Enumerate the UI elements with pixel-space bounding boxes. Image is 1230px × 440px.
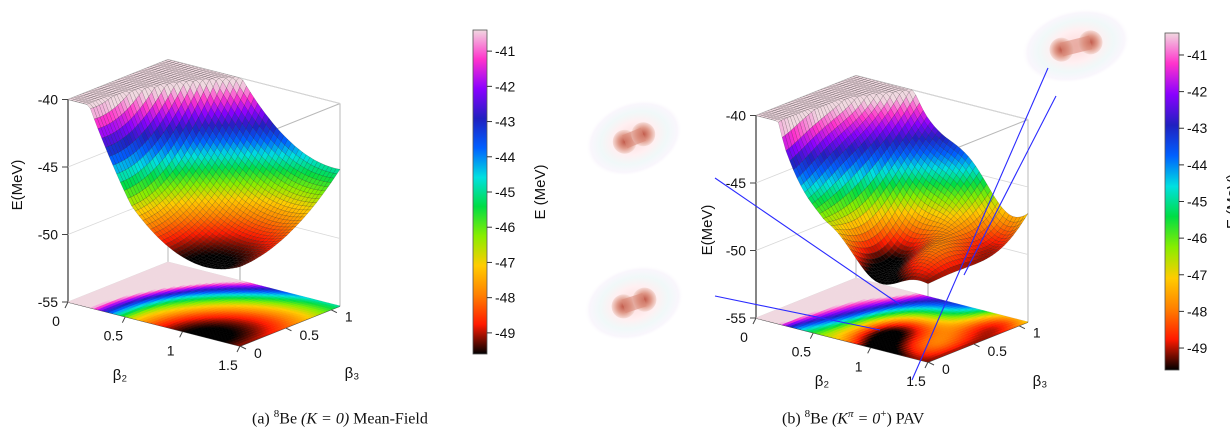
- colorbar-tick-label: -47: [495, 254, 515, 270]
- density-blob-right: [1021, 8, 1131, 84]
- density-blob-upper: [585, 99, 683, 177]
- z-tick-label: -40: [38, 92, 58, 108]
- caption-a: (a) 8Be (K = 0) Mean-Field: [252, 408, 428, 428]
- x-tick-label: 0.5: [792, 344, 812, 360]
- x-tick-label: 1.5: [906, 373, 926, 389]
- caption-b: (b) 8Be (Kπ = 0+) PAV: [782, 408, 925, 428]
- x-axis-label: β₂: [113, 367, 128, 384]
- y-tick-label: 0.5: [299, 327, 319, 343]
- colorbar-a: -41 -42 -43 -44 -45 -46 -47 -48 -49 E (MeV): [472, 29, 549, 355]
- colorbar-tick-label: -44: [1187, 157, 1207, 173]
- colorbar-tick-label: -45: [495, 184, 515, 200]
- colorbar-tick-label: -46: [495, 219, 515, 235]
- colorbar-tick-label: -42: [1187, 84, 1207, 100]
- y-tick-label: 1: [345, 309, 353, 325]
- pointer-line: [963, 95, 1057, 276]
- colorbar-tick-label: -48: [1187, 303, 1207, 319]
- z-tick-label: -55: [38, 294, 58, 310]
- x-tick-label: 1: [855, 358, 863, 374]
- energy-surface: [67, 59, 341, 270]
- colorbar-tick-label: -43: [495, 114, 515, 130]
- density-insets: [584, 8, 1131, 341]
- x-tick-label: 0: [740, 329, 748, 345]
- x-axis-label: β₂: [815, 373, 830, 390]
- y-axis-label: β₃: [1033, 373, 1048, 390]
- colorbar-tick-label: -43: [1187, 120, 1207, 136]
- pointer-lines: [714, 67, 1057, 381]
- colorbar-gradient: [1164, 32, 1180, 371]
- colorbar-tick-label: -45: [1187, 194, 1207, 210]
- y-tick-label: 0.5: [987, 343, 1007, 359]
- energy-surface: [755, 75, 1029, 285]
- z-tick-label: -40: [726, 108, 746, 124]
- panel-b-pav: -40 -45 -50 -55 0 0.5 1 1.5 0 0.5 1 E(MeV) β₂ β₃: [699, 75, 1048, 390]
- z-tick-label: -50: [38, 227, 58, 243]
- z-tick-label: -45: [726, 175, 746, 191]
- pointer-line: [714, 177, 903, 307]
- colorbar-tick-label: -49: [1187, 340, 1207, 356]
- colorbar-gradient: [472, 29, 488, 355]
- colorbar-tick-label: -46: [1187, 230, 1207, 246]
- colorbar-tick-label: -42: [495, 78, 515, 94]
- panel-a-mean-field: -40 -45 -50 -55 0 0.5 1 1.5 0 0.5 1 E(MeV) β₂ β₃: [9, 59, 360, 384]
- z-axis-label: E(MeV): [699, 205, 716, 256]
- density-blob-lower: [584, 265, 684, 341]
- pointer-line: [714, 295, 881, 331]
- y-tick-label: 0: [942, 361, 950, 377]
- z-tick-label: -50: [726, 243, 746, 259]
- colorbar-tick-label: -41: [1187, 47, 1207, 63]
- z-tick-label: -45: [38, 159, 58, 175]
- colorbar-tick-label: -44: [495, 149, 515, 165]
- x-tick-label: 1: [167, 342, 175, 358]
- x-tick-label: 1.5: [218, 357, 238, 373]
- pointer-line: [911, 67, 1049, 381]
- x-tick-label: 0: [52, 313, 60, 329]
- z-axis-label: E(MeV): [9, 160, 26, 211]
- z-tick-label: -55: [726, 310, 746, 326]
- contour-floor: [67, 261, 341, 347]
- colorbar-tick-label: -48: [495, 290, 515, 306]
- y-axis-label: β₃: [345, 365, 360, 382]
- colorbar-label: E (MeV): [532, 164, 549, 219]
- colorbar-tick-label: -41: [495, 43, 515, 59]
- contour-floor: [755, 277, 1029, 363]
- x-tick-label: 0.5: [104, 328, 124, 344]
- colorbar-b: -41 -42 -43 -44 -45 -46 -47 -48 -49 E (MeV): [1164, 32, 1230, 371]
- colorbar-label: E (MeV): [1224, 174, 1230, 229]
- y-tick-label: 1: [1033, 325, 1041, 341]
- colorbar-tick-label: -47: [1187, 267, 1207, 283]
- colorbar-tick-label: -49: [495, 325, 515, 341]
- y-tick-label: 0: [254, 345, 262, 361]
